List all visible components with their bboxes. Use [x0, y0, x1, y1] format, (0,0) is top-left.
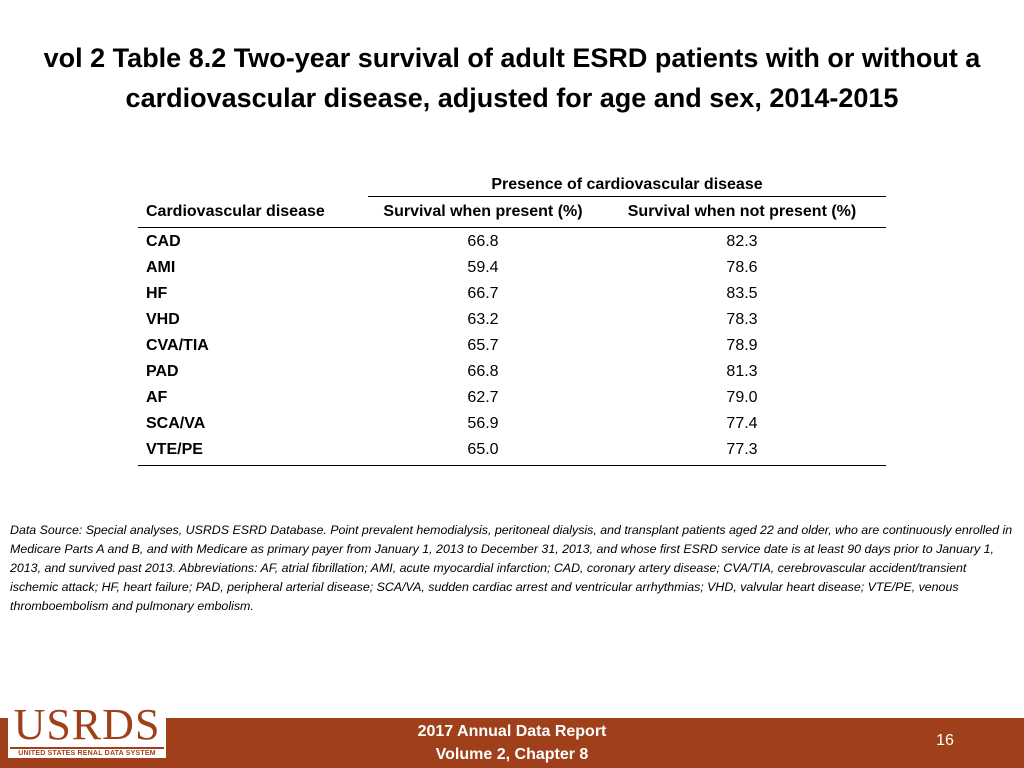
table-row: CAD 66.8 82.3 — [138, 229, 886, 255]
data-source-footnote: Data Source: Special analyses, USRDS ESR… — [10, 523, 1013, 613]
present-cell: 56.9 — [467, 415, 499, 432]
survival-table: Presence of cardiovascular disease Cardi… — [138, 170, 886, 466]
disease-cell: PAD — [146, 363, 179, 380]
disease-cell: CAD — [146, 233, 181, 250]
logo-divider — [10, 747, 164, 749]
disease-cell: CVA/TIA — [146, 337, 209, 354]
present-cell: 59.4 — [467, 259, 499, 276]
present-cell: 66.7 — [467, 285, 499, 302]
table-column-headers: Cardiovascular disease Survival when pre… — [138, 197, 886, 228]
table-group-header-row: Presence of cardiovascular disease — [138, 170, 886, 197]
logo-wordmark: USRDS — [13, 700, 161, 749]
slide-title: vol 2 Table 8.2 Two-year survival of adu… — [43, 43, 981, 113]
present-cell: 66.8 — [467, 363, 499, 380]
table-row: SCA/VA 56.9 77.4 — [138, 411, 886, 437]
column-header-present: Survival when present (%) — [383, 203, 583, 220]
disease-cell: VHD — [146, 311, 180, 328]
table-body: CAD 66.8 82.3 AMI 59.4 78.6 HF 66.7 83.5… — [138, 228, 886, 466]
not-present-cell: 77.4 — [726, 415, 758, 432]
present-cell: 66.8 — [467, 233, 499, 250]
not-present-cell: 78.3 — [726, 311, 758, 328]
not-present-cell: 83.5 — [726, 285, 758, 302]
report-title-line2: Volume 2, Chapter 8 — [435, 746, 589, 763]
table-row: VTE/PE 65.0 77.3 — [138, 437, 886, 463]
table-row: CVA/TIA 65.7 78.9 — [138, 333, 886, 359]
disease-cell: AF — [146, 389, 168, 406]
present-cell: 65.7 — [467, 337, 499, 354]
report-title-line1: 2017 Annual Data Report — [417, 723, 607, 740]
present-cell: 65.0 — [467, 441, 499, 458]
table-row: HF 66.7 83.5 — [138, 281, 886, 307]
present-cell: 63.2 — [467, 311, 499, 328]
not-present-cell: 82.3 — [726, 233, 758, 250]
report-title: 2017 Annual Data Report Volume 2, Chapte… — [362, 720, 662, 766]
page-number: 16 — [936, 732, 954, 749]
not-present-cell: 78.9 — [726, 337, 758, 354]
column-header-not-present: Survival when not present (%) — [627, 203, 857, 220]
disease-cell: VTE/PE — [146, 441, 203, 458]
logo-subtext: UNITED STATES RENAL DATA SYSTEM — [18, 750, 156, 757]
footer-bar — [0, 718, 1024, 768]
disease-cell: SCA/VA — [146, 415, 206, 432]
usrds-logo: USRDS UNITED STATES RENAL DATA SYSTEM — [8, 703, 166, 758]
column-header-disease: Cardiovascular disease — [146, 203, 325, 220]
present-cell: 62.7 — [467, 389, 499, 406]
group-header-label: Presence of cardiovascular disease — [368, 176, 886, 197]
table-row: PAD 66.8 81.3 — [138, 359, 886, 385]
disease-cell: HF — [146, 285, 168, 302]
disease-cell: AMI — [146, 259, 176, 276]
not-present-cell: 78.6 — [726, 259, 758, 276]
table-row: AMI 59.4 78.6 — [138, 255, 886, 281]
table-row: VHD 63.2 78.3 — [138, 307, 886, 333]
table-row: AF 62.7 79.0 — [138, 385, 886, 411]
not-present-cell: 77.3 — [726, 441, 758, 458]
not-present-cell: 81.3 — [726, 363, 758, 380]
not-present-cell: 79.0 — [726, 389, 758, 406]
